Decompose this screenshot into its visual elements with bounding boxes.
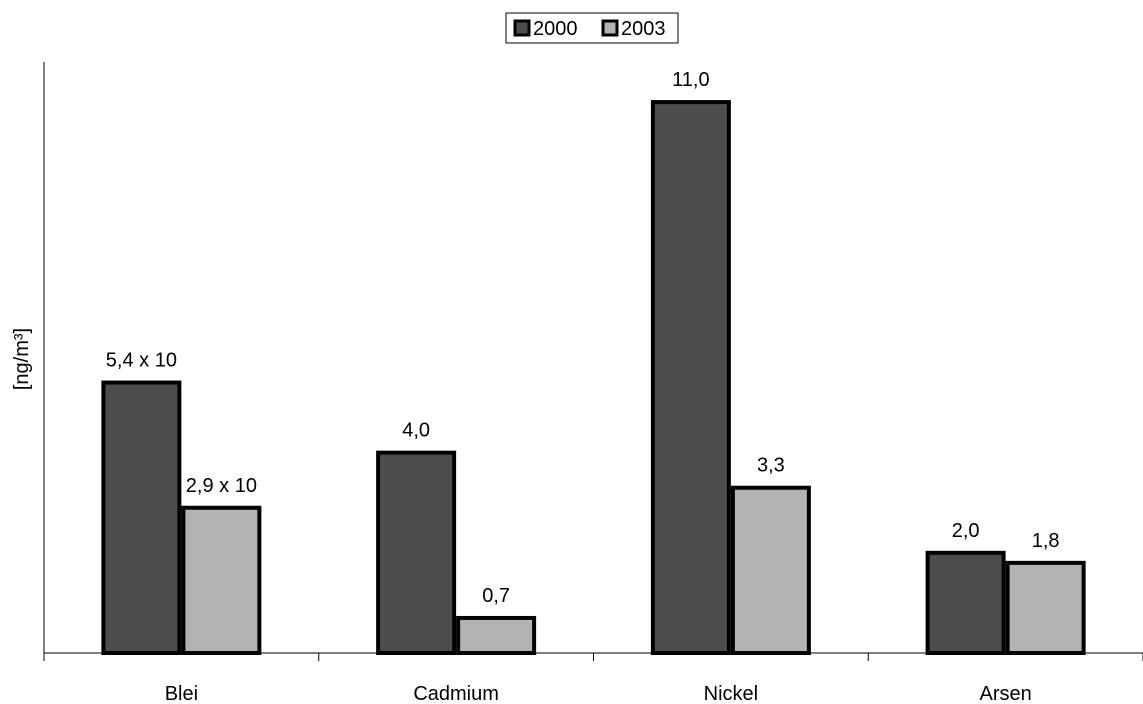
data-label-cadmium-2000: 4,0 (402, 420, 430, 442)
x-axis-ticks (43, 653, 1143, 661)
x-tick-labels-layer: Blei Cadmium Nickel Arsen (165, 683, 1032, 704)
data-label-nickel-2003: 3,3 (757, 455, 785, 477)
data-label-nickel-2000: 11,0 (672, 69, 709, 91)
bar-blei-2003 (181, 505, 262, 655)
legend: 2000 2003 (505, 12, 679, 44)
legend-frame (505, 12, 679, 44)
bar-cadmium-2000 (376, 450, 457, 655)
legend-swatch-2003 (601, 19, 619, 37)
y-axis-label: [ng/m³] (11, 328, 33, 390)
bar-nickel-2003 (730, 485, 811, 655)
data-label-cadmium-2003: 0,7 (482, 585, 510, 607)
x-tick-label-nickel: Nickel (704, 683, 758, 704)
legend-label-2003: 2003 (621, 18, 666, 40)
legend-label-2000: 2000 (533, 18, 578, 40)
bar-arsen-2000 (925, 550, 1006, 655)
bar-cadmium-2003 (456, 615, 537, 655)
x-tick-label-cadmium: Cadmium (413, 683, 499, 704)
bar-arsen-2003 (1005, 560, 1086, 656)
legend-swatch-2000 (513, 19, 531, 37)
data-labels-layer: 5,4 x 10 2,9 x 10 4,0 0,7 11,0 3,3 2,0 1,8 (106, 69, 1060, 607)
bar-nickel-2000 (650, 100, 731, 655)
bars-layer (101, 100, 1086, 656)
data-label-blei-2003: 2,9 x 10 (186, 475, 257, 497)
bar-blei-2000 (101, 380, 182, 655)
x-tick-label-blei: Blei (165, 683, 198, 704)
data-label-arsen-2000: 2,0 (952, 520, 980, 542)
x-tick-label-arsen: Arsen (980, 683, 1032, 704)
data-label-blei-2000: 5,4 x 10 (106, 350, 177, 372)
data-label-arsen-2003: 1,8 (1032, 530, 1060, 552)
